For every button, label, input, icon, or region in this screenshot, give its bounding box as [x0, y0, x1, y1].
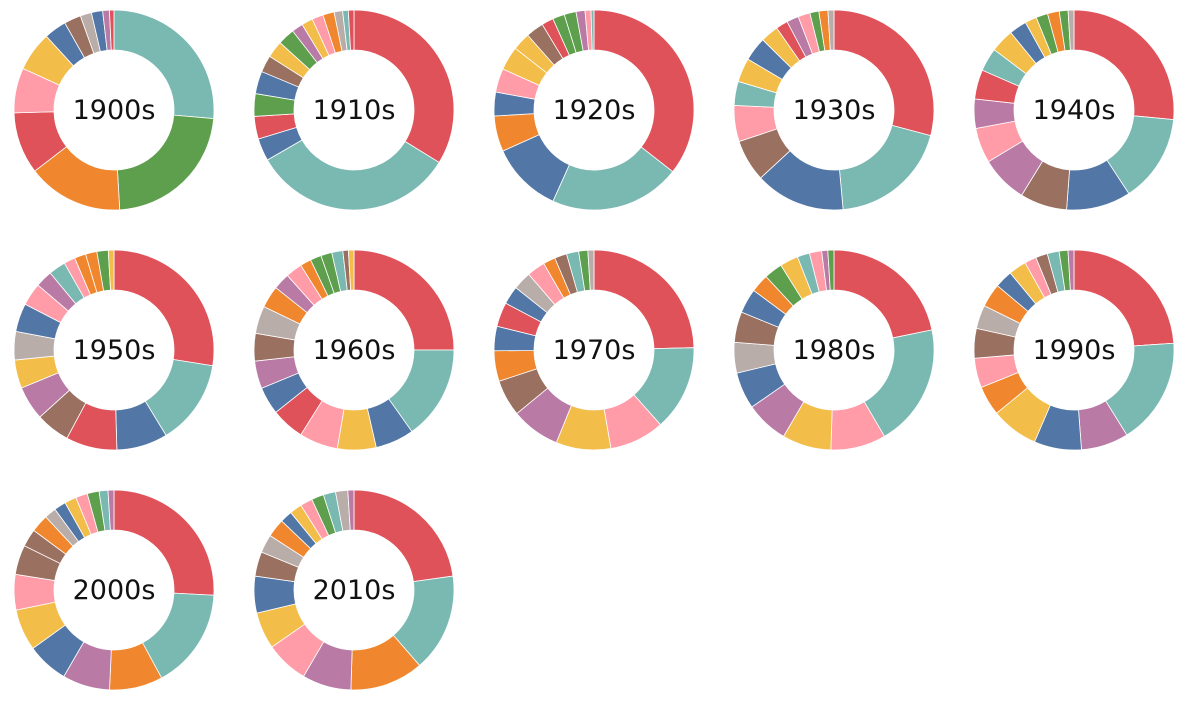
donut-svg: [973, 9, 1175, 211]
donut-slice: [587, 249, 595, 291]
donut-slice: [266, 139, 440, 211]
donut-slice: [347, 9, 355, 51]
donut-svg: [733, 249, 935, 451]
donut-chart: 2010s: [234, 470, 474, 710]
donut-svg: [973, 249, 1175, 451]
donut-slice: [353, 249, 455, 351]
donut-chart: 2000s: [0, 470, 234, 710]
donut-slice: [827, 249, 835, 291]
donut-svg: [493, 249, 695, 451]
donut-svg: [13, 249, 215, 451]
donut-svg: [253, 9, 455, 211]
donut-slice: [109, 9, 115, 51]
donut-slice: [1067, 249, 1075, 291]
donut-slice: [827, 9, 835, 51]
donut-chart: 1990s: [954, 230, 1194, 470]
donut-slice: [839, 124, 932, 211]
donut-slice: [1067, 9, 1075, 51]
donut-svg: [733, 9, 935, 211]
donut-chart: 1980s: [714, 230, 954, 470]
donut-slice: [353, 489, 454, 583]
donut-svg: [13, 9, 215, 211]
donut-slice: [593, 9, 695, 173]
donut-chart: 1940s: [954, 0, 1194, 230]
donut-svg: [253, 249, 455, 451]
donut-chart: 1910s: [234, 0, 474, 230]
donut-chart: 1900s: [0, 0, 234, 230]
donut-chart: 1950s: [0, 230, 234, 470]
donut-slice: [347, 489, 355, 531]
donut-slice: [590, 9, 595, 51]
donut-svg: [253, 489, 455, 691]
donut-svg: [13, 489, 215, 691]
donut-slice: [107, 489, 115, 531]
donut-slice: [1073, 9, 1175, 121]
donut-slice: [113, 489, 215, 596]
donut-chart: 1960s: [234, 230, 474, 470]
donut-slice: [833, 249, 933, 339]
donut-slice: [353, 9, 455, 164]
donut-slice: [593, 249, 695, 350]
donut-slice: [347, 249, 355, 291]
donut-slice: [1073, 249, 1175, 347]
donut-svg: [493, 9, 695, 211]
donut-slice: [107, 249, 115, 291]
donut-chart: 1920s: [474, 0, 714, 230]
donut-chart: 1930s: [714, 0, 954, 230]
donut-slice: [117, 114, 215, 211]
donut-chart: 1970s: [474, 230, 714, 470]
donut-slice: [113, 249, 215, 367]
donut-slice: [833, 9, 935, 137]
donut-slice: [113, 9, 215, 119]
